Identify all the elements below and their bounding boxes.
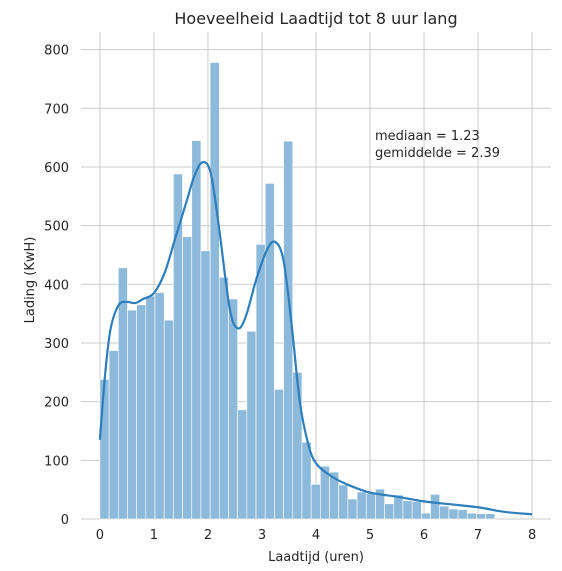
y-tick-label-3: 300 — [44, 337, 69, 352]
histogram-bar-1 — [108, 350, 119, 520]
chart-title: Hoeveelheid Laadtijd tot 8 uur lang — [174, 9, 457, 28]
x-tick-label-1: 1 — [150, 528, 158, 543]
histogram-bar-5 — [145, 295, 156, 520]
histogram-bar-16 — [246, 330, 257, 520]
mean-annotation: gemiddelde = 2.39 — [375, 146, 500, 161]
histogram-bar-41 — [476, 513, 486, 520]
histogram-bar-36 — [430, 494, 441, 520]
median-annotation: mediaan = 1.23 — [375, 129, 480, 144]
histogram-bar-12 — [209, 62, 220, 520]
y-tick-label-7: 700 — [44, 102, 69, 117]
histogram-bar-19 — [274, 389, 284, 520]
histogram-bar-39 — [457, 509, 468, 520]
histogram-bar-27 — [347, 498, 358, 520]
histogram-bar-29 — [365, 492, 376, 520]
histogram-bar-13 — [218, 276, 229, 520]
histogram-bar-28 — [356, 491, 367, 520]
histogram-bar-18 — [264, 183, 275, 520]
histogram-bar-21 — [292, 372, 303, 520]
histogram-bar-35 — [421, 512, 431, 520]
x-tick-label-8: 8 — [528, 528, 536, 543]
kde-curve — [98, 161, 533, 516]
histogram-bar-11 — [200, 250, 211, 520]
y-axis-label: Lading (KwH) — [23, 237, 38, 324]
histogram-bar-0 — [99, 379, 110, 520]
histogram-bar-40 — [466, 512, 477, 520]
histogram-bar-7 — [163, 319, 174, 520]
y-tick-label-6: 600 — [44, 161, 69, 176]
y-tick-labels: 0 100 200 300 400 500 600 700 800 — [44, 44, 69, 528]
y-tick-label-8: 800 — [44, 44, 69, 59]
x-tick-label-5: 5 — [366, 528, 374, 543]
histogram-bar-17 — [255, 244, 266, 520]
histogram-bar-37 — [439, 505, 450, 520]
histogram-bar-38 — [448, 508, 459, 520]
x-tick-label-7: 7 — [474, 528, 482, 543]
histogram-bar-42 — [485, 513, 496, 520]
histogram-bar-4 — [136, 304, 147, 520]
histogram-bar-6 — [154, 292, 165, 520]
histogram-bar-15 — [237, 409, 248, 520]
x-tick-label-3: 3 — [258, 528, 266, 543]
histogram-bar-31 — [384, 503, 395, 520]
histogram-bar-9 — [182, 236, 193, 520]
histogram-bar-33 — [402, 500, 413, 520]
histogram-bars — [99, 62, 496, 520]
y-tick-label-1: 100 — [44, 454, 69, 469]
x-axis-label: Laadtijd (uren) — [268, 550, 364, 565]
y-tick-label-4: 400 — [44, 278, 69, 293]
y-tick-label-0: 0 — [61, 513, 69, 528]
x-tick-label-0: 0 — [96, 528, 104, 543]
histogram-bar-22 — [301, 441, 312, 520]
x-tick-labels: 0 1 2 3 4 5 6 7 8 — [96, 528, 536, 543]
histogram-bar-3 — [127, 309, 137, 520]
x-tick-label-4: 4 — [312, 528, 320, 543]
histogram-bar-26 — [338, 484, 349, 520]
histogram-bar-34 — [411, 501, 422, 520]
histogram-bar-23 — [310, 484, 321, 520]
x-tick-label-2: 2 — [204, 528, 212, 543]
histogram-bar-10 — [191, 140, 202, 520]
y-tick-label-5: 500 — [44, 220, 69, 235]
x-tick-label-6: 6 — [420, 528, 428, 543]
histogram-bar-14 — [228, 298, 238, 520]
y-tick-label-2: 200 — [44, 396, 69, 411]
